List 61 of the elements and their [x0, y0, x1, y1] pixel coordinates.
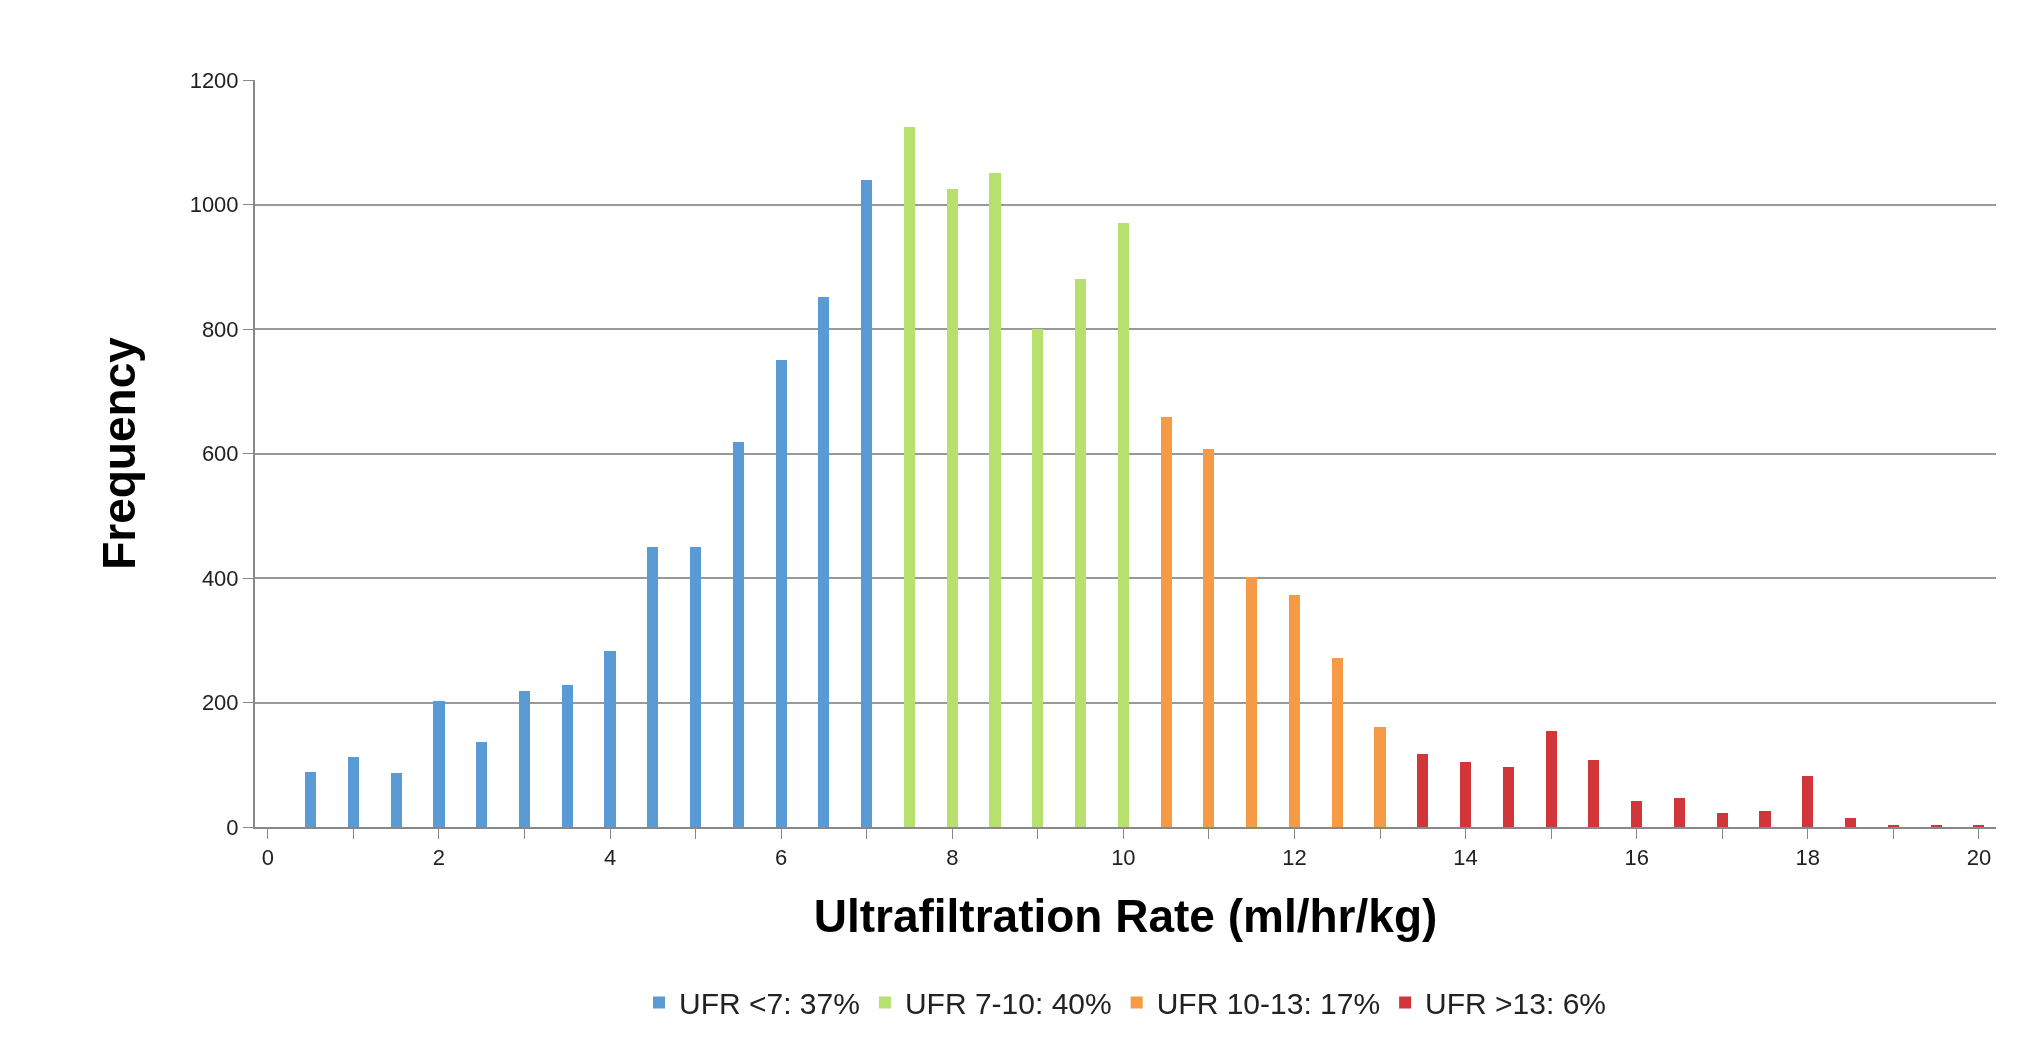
x-tick-label: 12: [1282, 845, 1307, 871]
bar: [1631, 801, 1642, 827]
y-tick-label: 200: [201, 690, 239, 716]
bar: [947, 189, 958, 827]
y-tick-label: 800: [201, 316, 239, 342]
bar: [1374, 727, 1386, 827]
bar: [1845, 818, 1856, 827]
bar: [305, 772, 316, 827]
bar: [562, 685, 573, 827]
x-tick-label: 14: [1453, 845, 1478, 871]
bar: [476, 742, 487, 827]
x-tick-label: 20: [1966, 845, 1992, 871]
bar: [647, 547, 658, 827]
x-tick-label: 16: [1624, 845, 1649, 871]
legend-label: UFR 7-10: 40%: [904, 987, 1112, 1021]
x-tick-label: 4: [603, 845, 617, 871]
bar: [1161, 417, 1172, 827]
x-tick-label: 8: [946, 845, 959, 871]
bar: [1546, 731, 1557, 827]
bar: [733, 442, 744, 827]
y-tick-label: 1000: [189, 192, 239, 218]
x-tick-label: 2: [432, 845, 446, 871]
bar: [1032, 329, 1043, 827]
bar: [1289, 595, 1300, 827]
y-tick-label: 600: [201, 441, 239, 467]
bar: [776, 360, 787, 827]
bar: [1588, 760, 1599, 827]
x-tick-label: 18: [1795, 845, 1821, 871]
bar: [1460, 762, 1471, 827]
bar: [433, 701, 445, 827]
legend-label: UFR 10-13: 17%: [1156, 987, 1381, 1021]
bar: [1246, 577, 1257, 827]
bar: [604, 651, 616, 827]
x-tick-label: 0: [261, 845, 274, 871]
bar: [1203, 449, 1214, 827]
y-axis-title: Frequency: [92, 336, 145, 570]
bar: [1503, 767, 1514, 827]
x-tick-label: 10: [1111, 845, 1136, 871]
bar: [1674, 798, 1685, 827]
bar: [1759, 811, 1771, 827]
bar: [348, 757, 359, 827]
bar: [1075, 279, 1086, 827]
bar: [904, 127, 915, 827]
bar: [1118, 223, 1129, 827]
bar: [1332, 658, 1343, 827]
y-tick-label: 0: [226, 814, 239, 840]
y-tick-label: 1200: [189, 67, 239, 93]
bar: [1717, 813, 1728, 827]
bar: [989, 173, 1001, 827]
bar: [861, 180, 872, 827]
legend-label: UFR >13: 6%: [1425, 987, 1607, 1021]
bar: [391, 773, 402, 827]
bar: [818, 297, 829, 827]
x-axis-title: Ultrafiltration Rate (ml/hr/kg): [813, 889, 1438, 942]
bar: [519, 691, 530, 827]
bar: [1802, 776, 1813, 827]
bar: [690, 547, 701, 827]
y-tick-label: 400: [201, 565, 239, 591]
x-tick-label: 6: [775, 845, 788, 871]
legend-label: UFR <7: 37%: [679, 987, 860, 1021]
bar: [1417, 754, 1428, 827]
